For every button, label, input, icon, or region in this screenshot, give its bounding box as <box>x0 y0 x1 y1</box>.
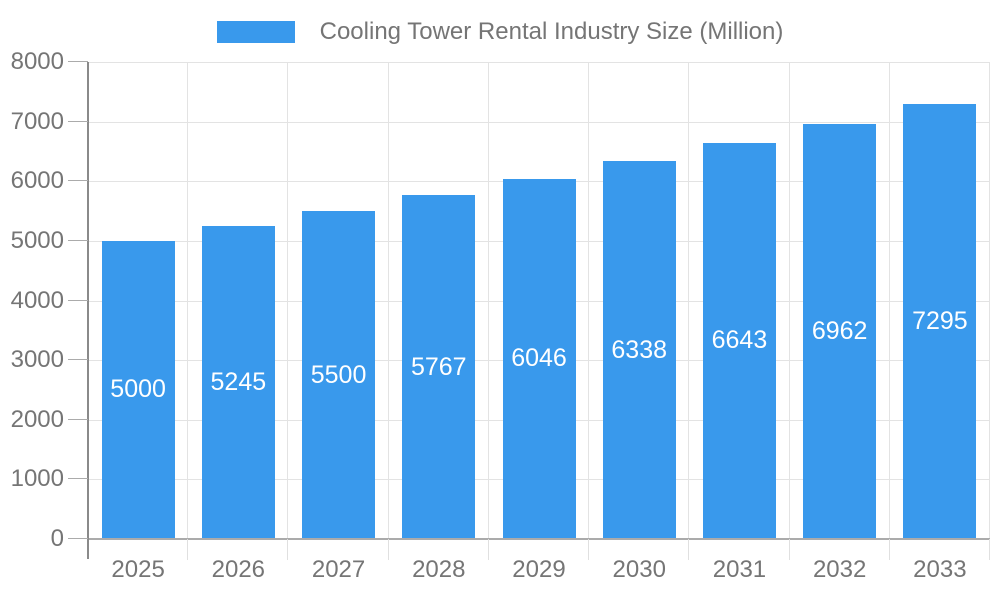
x-tick-label: 2028 <box>412 556 466 583</box>
y-tick-label: 1000 <box>10 465 64 493</box>
x-axis-tick <box>187 539 189 560</box>
y-tick-label: 6000 <box>10 167 64 195</box>
gridline-vertical <box>989 62 990 539</box>
y-tick-label: 4000 <box>10 286 64 314</box>
bar-2028: 5767 <box>402 195 476 539</box>
y-axis-tick <box>68 120 88 122</box>
x-tick-label: 2033 <box>913 556 967 583</box>
gridline-vertical <box>287 62 289 539</box>
x-axis-tick <box>788 539 790 560</box>
bar-2027: 5500 <box>302 211 376 539</box>
y-axis-tick <box>68 359 88 361</box>
gridline-vertical <box>788 62 790 539</box>
gridline-vertical <box>487 62 489 539</box>
x-axis-tick <box>387 539 389 560</box>
bar-2030: 6338 <box>602 161 676 539</box>
bar-2029: 6046 <box>502 178 576 539</box>
x-tick-label: 2029 <box>512 556 566 583</box>
plot-area: 5000 5245 5500 5767 6046 6338 6643 6962 7295 <box>88 62 990 539</box>
x-tick-label: 2030 <box>612 556 666 583</box>
gridline-vertical <box>688 62 690 539</box>
y-axis-tick <box>68 239 88 241</box>
bar-2032: 6962 <box>803 123 877 539</box>
bar-2026: 5245 <box>201 226 275 539</box>
y-axis-tick <box>68 299 88 301</box>
y-tick-label: 7000 <box>10 107 64 135</box>
legend-label: Cooling Tower Rental Industry Size (Mill… <box>319 18 784 45</box>
x-axis-tick <box>688 539 690 560</box>
x-tick-label: 2031 <box>712 556 767 583</box>
gridline-vertical <box>187 62 189 539</box>
y-tick-label: 0 <box>50 525 64 552</box>
x-tick-label: 2027 <box>311 556 366 583</box>
bar-value-label: 6962 <box>811 316 868 345</box>
x-axis-tick <box>588 539 590 560</box>
x-axis-tick <box>888 539 890 560</box>
x-tick-label: 2025 <box>111 556 165 583</box>
y-tick-label: 2000 <box>10 405 64 433</box>
bar-value-label: 5500 <box>310 360 367 389</box>
bar-value-label: 6046 <box>511 344 567 373</box>
x-axis-line <box>88 538 990 540</box>
legend[interactable]: Cooling Tower Rental Industry Size (Mill… <box>0 18 1000 46</box>
y-axis-tick <box>68 61 88 62</box>
gridline-horizontal <box>88 121 990 123</box>
x-tick-label: 2026 <box>211 556 266 583</box>
legend-swatch-icon <box>216 21 295 43</box>
x-axis-tick <box>487 539 489 560</box>
y-tick-label: 3000 <box>10 346 64 374</box>
bar-value-label: 6338 <box>611 335 668 364</box>
y-tick-label: 5000 <box>10 226 64 254</box>
gridline-vertical <box>387 62 389 539</box>
bar-value-label: 5000 <box>110 375 166 404</box>
bar-2031: 6643 <box>702 142 776 539</box>
y-axis-tick <box>68 538 88 539</box>
gridline-vertical <box>588 62 590 539</box>
bar-value-label: 6643 <box>711 326 768 355</box>
gridline-horizontal <box>88 62 990 63</box>
x-tick-label: 2032 <box>812 556 867 583</box>
x-axis-tick <box>989 539 990 560</box>
y-tick-label: 8000 <box>10 48 64 75</box>
y-axis-tick <box>68 478 88 480</box>
bar-value-label: 5767 <box>410 352 467 381</box>
bar-value-label: 7295 <box>912 307 968 336</box>
bar-value-label: 5245 <box>210 368 267 397</box>
y-axis-line <box>87 62 89 559</box>
bar-2025: 5000 <box>101 240 175 539</box>
x-axis-tick <box>287 539 289 560</box>
y-axis-tick <box>68 418 88 420</box>
y-axis-tick <box>68 180 88 182</box>
bar-2033: 7295 <box>903 104 977 539</box>
gridline-vertical <box>888 62 890 539</box>
